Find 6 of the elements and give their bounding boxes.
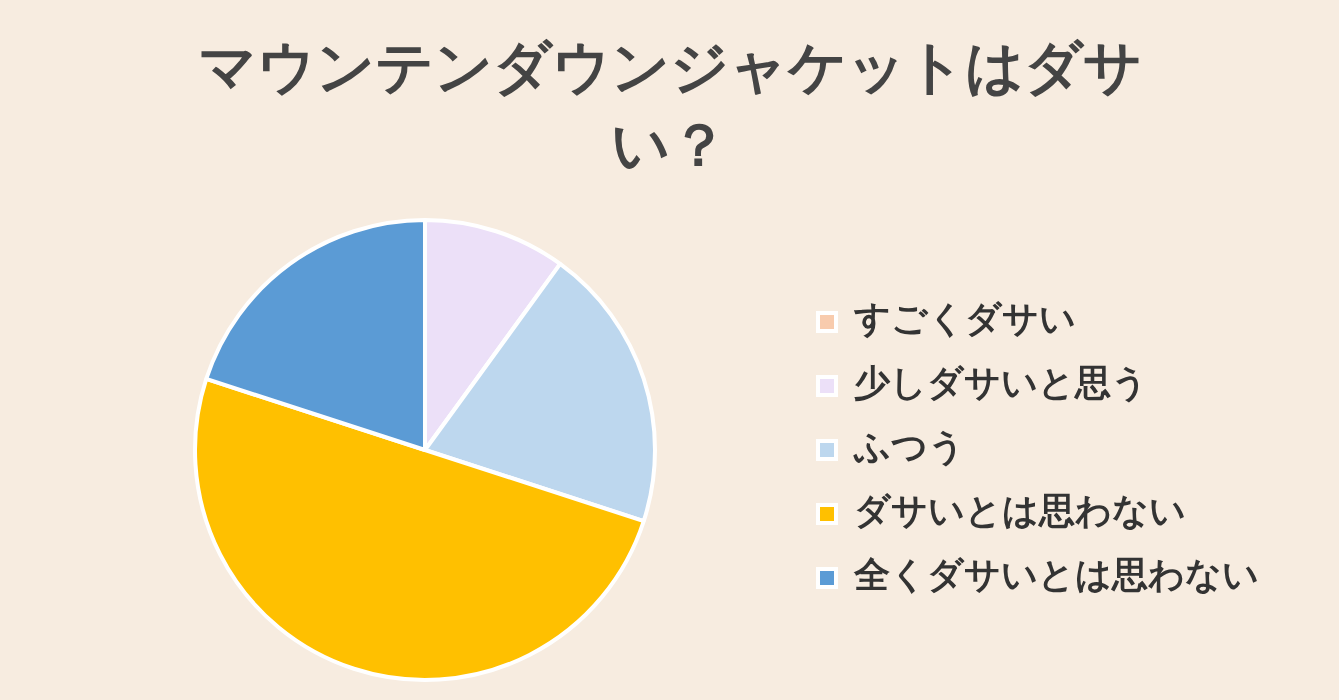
legend-label: ダサいとは思わない xyxy=(854,490,1186,532)
legend-label: すごくダサい xyxy=(853,298,1076,340)
legend-label: 全くダサいとは思わない xyxy=(853,554,1259,596)
legend-label: 少しダサいと思う xyxy=(854,362,1148,404)
chart-title: マウンテンダウンジャケットはダサい？ xyxy=(196,32,1143,181)
legend-label: ふつう xyxy=(853,426,965,468)
